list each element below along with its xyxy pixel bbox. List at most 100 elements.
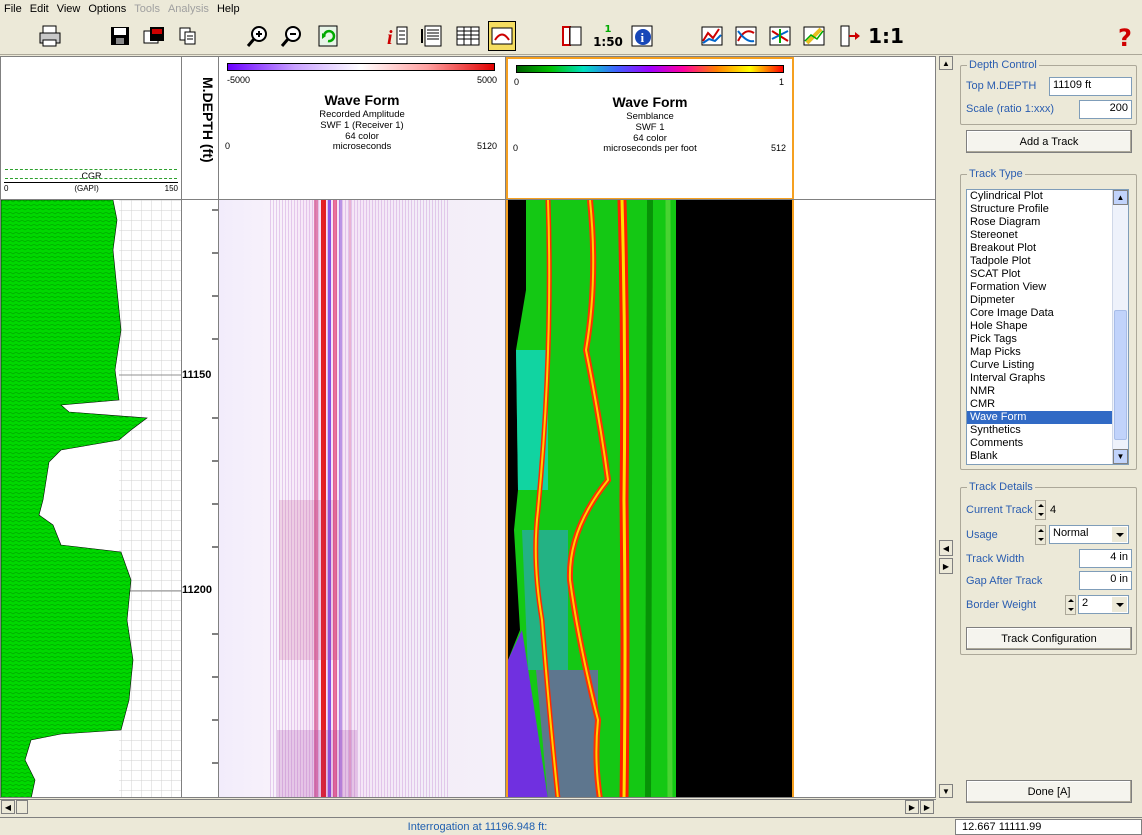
open-icon[interactable]	[140, 21, 168, 51]
gap-after-track-input[interactable]: 0 in	[1079, 571, 1132, 590]
cgr-track-header[interactable]: CGR 0 (GAPI) 150	[1, 57, 182, 200]
track-type-item[interactable]: NMR	[970, 385, 996, 397]
page-down-icon[interactable]: ▶	[939, 558, 953, 574]
scroll-right-icon[interactable]: ▶	[920, 800, 934, 814]
track-type-item[interactable]: Synthetics	[970, 424, 1021, 436]
track-details-group: Track Details Current Track 4 Usage Norm…	[960, 481, 1137, 655]
track-type-item[interactable]: Tadpole Plot	[970, 255, 1031, 267]
zoom-out-icon[interactable]	[278, 21, 306, 51]
crossplot-icon[interactable]	[732, 21, 760, 51]
menu-edit[interactable]: Edit	[29, 3, 49, 15]
depth-control-group: Depth Control Top M.DEPTH 11109 ft Scale…	[960, 59, 1137, 125]
current-track-spinner[interactable]	[1035, 500, 1046, 520]
horizontal-scrollbar[interactable]: ◀ ▶ ▶	[0, 799, 936, 815]
top-depth-input[interactable]: 11109 ft	[1049, 77, 1132, 96]
scroll-left-icon[interactable]: ◀	[1, 800, 15, 814]
usage-select[interactable]: Normal	[1049, 525, 1129, 544]
menu-file[interactable]: File	[4, 3, 22, 15]
track-type-scrollbar[interactable]: ▲ ▼	[1112, 190, 1128, 464]
report-icon[interactable]	[418, 21, 446, 51]
depth-track-body[interactable]: 11150 11200	[182, 200, 219, 797]
semblance-track-body[interactable]	[506, 200, 794, 797]
save-icon[interactable]	[106, 21, 134, 51]
track-type-item[interactable]: Wave Form	[967, 411, 1128, 424]
track-type-item[interactable]: CMR	[970, 398, 996, 410]
chevron-down-icon[interactable]	[1112, 597, 1127, 612]
cgr-scale-max: 150	[164, 184, 178, 193]
track-type-item[interactable]: Dipmeter	[970, 294, 1015, 306]
track-type-item[interactable]: Hole Shape	[970, 320, 1028, 332]
depth-shift-icon[interactable]	[836, 21, 864, 51]
scale-label: Scale (ratio 1:xxx)	[966, 103, 1055, 115]
track-type-item[interactable]: Breakout Plot	[970, 242, 1037, 254]
chart-icon[interactable]	[698, 21, 726, 51]
track-type-item[interactable]: Structure Profile	[970, 203, 1049, 215]
menu-help[interactable]: Help	[216, 3, 240, 15]
waveform-range-min: 0	[225, 141, 231, 151]
depth-ticks	[212, 209, 218, 764]
scroll-down-icon[interactable]: ▼	[939, 784, 953, 798]
current-track-label: Current Track	[966, 504, 1033, 516]
waveform-track-header[interactable]: -5000 5000 Wave Form Recorded Amplitude …	[219, 57, 506, 200]
track-type-item[interactable]: Stereonet	[970, 229, 1018, 241]
scroll-right-end-icon[interactable]: ▶	[905, 800, 919, 814]
track-type-item[interactable]: Formation View	[970, 281, 1047, 293]
usage-spinner[interactable]	[1035, 525, 1046, 545]
track-type-item[interactable]: Core Image Data	[970, 307, 1054, 319]
svg-text:i: i	[641, 30, 645, 45]
refresh-icon[interactable]	[314, 21, 342, 51]
menu-options[interactable]: Options	[88, 3, 127, 15]
menu-tools[interactable]: Tools	[134, 3, 160, 15]
copy-icon[interactable]	[174, 21, 202, 51]
track-type-item[interactable]: Pick Tags	[970, 333, 1017, 345]
listing-icon[interactable]	[454, 21, 482, 51]
cgr-track-body[interactable]	[1, 200, 182, 797]
waveform-track-title: Wave Form	[324, 92, 400, 108]
border-weight-select[interactable]: 2	[1078, 595, 1129, 614]
semblance-line-3: 64 color	[633, 133, 667, 144]
border-weight-spinner[interactable]	[1065, 595, 1076, 615]
vertical-scrollbar[interactable]: ▲ ◀ ▶ ▼	[938, 56, 954, 800]
track-type-item[interactable]: Comments	[970, 437, 1024, 449]
list-scroll-thumb[interactable]	[1114, 310, 1127, 440]
scale-input[interactable]: 200	[1079, 100, 1132, 119]
one-to-one-icon[interactable]: 1:1	[868, 24, 904, 48]
semblance-track-header[interactable]: 0 1 Wave Form Semblance SWF 1 64 color m…	[506, 57, 794, 200]
track-type-item[interactable]: Cylindrical Plot	[970, 190, 1043, 202]
track-type-list[interactable]: Cylindrical Plot Structure Profile Rose Di…	[966, 189, 1129, 465]
scale-icon[interactable]: 1 1:50	[593, 24, 623, 49]
track-type-item[interactable]: Curve Listing	[970, 359, 1035, 371]
menu-analysis[interactable]: Analysis	[167, 3, 209, 15]
depth-track-header[interactable]: M.DEPTH (ft)	[182, 57, 219, 200]
print-icon[interactable]	[36, 21, 64, 51]
help-icon[interactable]: ?	[1112, 21, 1140, 51]
track-type-item[interactable]: Rose Diagram	[970, 216, 1041, 228]
info-icon[interactable]: i	[628, 21, 656, 51]
done-button[interactable]: Done [A]	[966, 780, 1132, 803]
scroll-up-icon[interactable]: ▲	[939, 56, 953, 70]
plot-icon[interactable]	[766, 21, 794, 51]
track-configuration-button[interactable]: Track Configuration	[966, 627, 1132, 650]
track-type-item[interactable]: Interval Graphs	[970, 372, 1046, 384]
page-up-icon[interactable]: ◀	[939, 540, 953, 556]
interrogate-icon[interactable]: i	[384, 21, 412, 51]
gap-after-track-label: Gap After Track	[966, 575, 1043, 587]
track-icon[interactable]	[558, 21, 586, 51]
chevron-down-icon[interactable]	[1112, 527, 1127, 542]
track-type-group: Track Type Cylindrical Plot Structure Pro…	[960, 168, 1137, 470]
waveform-track-body[interactable]	[219, 200, 506, 797]
track-width-input[interactable]: 4 in	[1079, 549, 1132, 568]
list-scroll-down-icon[interactable]: ▼	[1113, 449, 1128, 464]
log-display[interactable]: CGR 0 (GAPI) 150 M.DEPTH (ft) -5000 5000…	[0, 56, 936, 798]
scroll-thumb[interactable]	[16, 800, 28, 814]
waveform-range-max: 5120	[476, 141, 497, 151]
menu-view[interactable]: View	[56, 3, 81, 15]
zoom-in-icon[interactable]	[244, 21, 272, 51]
track-type-item[interactable]: SCAT Plot	[970, 268, 1021, 280]
list-scroll-up-icon[interactable]: ▲	[1113, 190, 1128, 205]
gauge-icon[interactable]	[488, 21, 516, 51]
edit-icon[interactable]	[800, 21, 828, 51]
track-type-item[interactable]: Map Picks	[970, 346, 1021, 358]
track-type-item[interactable]: Blank	[970, 450, 998, 462]
add-track-button[interactable]: Add a Track	[966, 130, 1132, 153]
